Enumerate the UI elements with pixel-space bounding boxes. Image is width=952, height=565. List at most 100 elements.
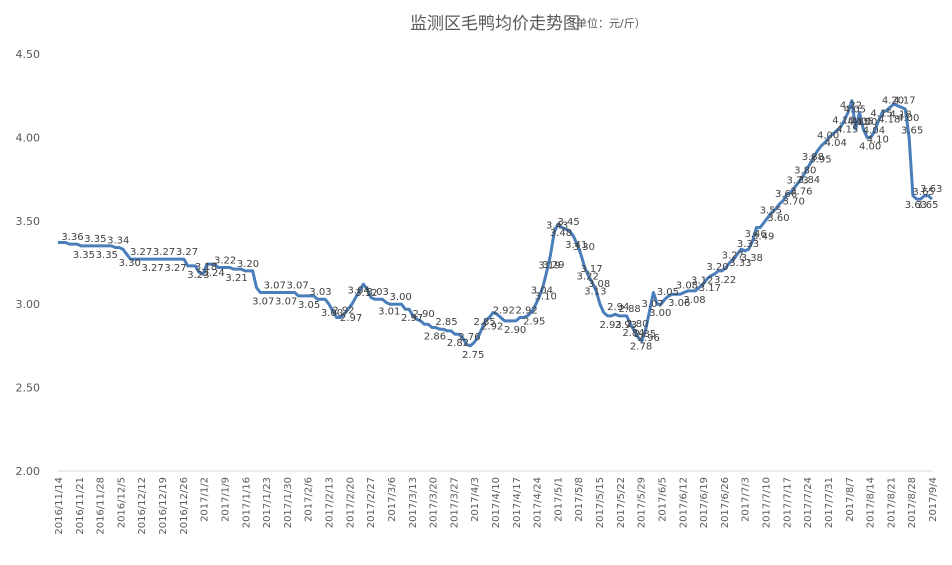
x-tick-label: 2017/2/20	[345, 477, 356, 528]
data-label: 3.65	[912, 187, 934, 198]
x-tick-label: 2017/2/13	[325, 477, 336, 528]
x-axis-ticks: 2016/11/14 2016/11/21 2016/11/28 2016/12/5 2…	[54, 477, 939, 535]
data-label: 3.00	[390, 292, 412, 303]
y-axis-ticks: 2.00 2.50 3.00 3.50 4.00 4.50	[16, 48, 41, 478]
data-label: 3.33	[729, 258, 751, 269]
x-tick-label: 2017/1/9	[220, 477, 231, 522]
data-label: 3.12	[355, 288, 377, 299]
data-label: 3.36	[61, 232, 83, 243]
data-label: 3.00	[649, 308, 671, 319]
x-tick-label: 2017/4/17	[512, 477, 523, 528]
data-label: 3.34	[107, 235, 129, 246]
data-label: 2.93	[599, 320, 621, 331]
data-label: 3.48	[550, 228, 572, 239]
x-tick-label: 2017/6/26	[720, 477, 731, 528]
data-label: 3.43	[546, 220, 568, 231]
data-label: 3.65	[916, 200, 938, 211]
data-label: 4.18	[890, 110, 912, 121]
data-label: 2.84	[622, 328, 644, 339]
data-label: 3.35	[73, 250, 95, 261]
data-label: 3.49	[752, 231, 774, 242]
x-tick-label: 2017/7/17	[782, 477, 793, 528]
x-tick-label: 2017/9/4	[928, 477, 939, 522]
data-label: 4.15	[870, 109, 892, 120]
x-tick-label: 2017/6/19	[699, 477, 710, 528]
data-label: 2.75	[462, 350, 484, 361]
data-label: 4.00	[859, 141, 881, 152]
data-label: 4.10	[867, 135, 889, 146]
data-label: 2.80	[626, 319, 648, 330]
data-label: 3.10	[535, 292, 557, 303]
data-label: 3.08	[676, 281, 698, 292]
x-tick-label: 2016/12/26	[179, 477, 190, 535]
data-label: 3.27	[153, 247, 175, 258]
x-tick-label: 2017/1/2	[200, 477, 211, 522]
data-label: 3.41	[565, 240, 587, 251]
y-tick-label: 4.00	[16, 131, 41, 144]
x-tick-label: 2017/2/27	[366, 477, 377, 528]
x-tick-label: 2017/7/31	[824, 477, 835, 528]
data-label: 3.66	[775, 189, 797, 200]
series-layer	[58, 99, 933, 348]
data-label: 4.18	[878, 115, 900, 126]
data-label: 4.05	[851, 116, 873, 127]
data-label: 3.80	[794, 165, 816, 176]
data-label: 3.17	[580, 264, 602, 275]
data-label: 3.27	[164, 263, 186, 274]
data-label: 3.35	[84, 234, 106, 245]
y-tick-label: 3.50	[16, 215, 41, 228]
data-label: 3.35	[96, 250, 118, 261]
data-label: 3.08	[683, 295, 705, 306]
data-label: 3.04	[348, 286, 370, 297]
data-label: 2.92	[481, 322, 503, 333]
x-tick-label: 2017/5/15	[595, 477, 606, 528]
data-label: 4.22	[840, 100, 862, 111]
data-label: 3.63	[905, 200, 927, 211]
x-tick-label: 2017/2/6	[304, 477, 315, 522]
x-tick-label: 2016/12/5	[116, 477, 127, 528]
data-label: 3.22	[577, 272, 599, 283]
data-label: 3.60	[767, 213, 789, 224]
data-label: 2.97	[401, 313, 423, 324]
x-tick-label: 2017/1/30	[283, 477, 294, 528]
data-label: 3.65	[901, 125, 923, 136]
data-label: 2.82	[447, 338, 469, 349]
data-label: 3.08	[588, 279, 610, 290]
data-label: 3.17	[699, 283, 721, 294]
data-labels: 3.363.353.353.353.343.303.273.273.273.27…	[61, 95, 942, 361]
data-label: 3.22	[714, 275, 736, 286]
data-label: 3.07	[264, 281, 286, 292]
x-tick-label: 2017/5/1	[553, 477, 564, 522]
data-label: 3.38	[741, 253, 763, 264]
data-label: 3.30	[573, 242, 595, 253]
data-label: 2.85	[474, 317, 496, 328]
data-label: 3.03	[309, 287, 331, 298]
data-label: 3.06	[668, 298, 690, 309]
data-label: 3.01	[378, 307, 400, 318]
data-label: 2.94	[607, 302, 629, 313]
data-label: 3.20	[237, 259, 259, 270]
data-label: 3.12	[691, 276, 713, 287]
y-tick-label: 2.00	[16, 465, 41, 478]
x-tick-label: 2017/3/13	[408, 477, 419, 528]
data-label: 2.78	[630, 342, 652, 353]
data-label: 4.15	[848, 117, 870, 128]
x-tick-label: 2017/5/22	[616, 477, 627, 528]
data-label: 3.70	[783, 196, 805, 207]
data-label: 4.00	[817, 130, 839, 141]
data-label: 3.05	[657, 287, 679, 298]
data-label: 2.95	[523, 317, 545, 328]
data-label: 3.46	[744, 229, 766, 240]
data-label: 3.03	[367, 287, 389, 298]
data-label: 4.17	[893, 95, 915, 106]
x-tick-label: 2017/3/27	[449, 477, 460, 528]
x-tick-label: 2017/7/24	[803, 477, 814, 528]
data-label: 2.97	[340, 313, 362, 324]
data-label: 3.07	[641, 299, 663, 310]
x-tick-label: 2017/3/20	[429, 477, 440, 528]
chart-subtitle: （单位：元/斤）	[565, 16, 646, 30]
data-label: 3.30	[119, 258, 141, 269]
x-tick-label: 2017/4/3	[470, 477, 481, 522]
